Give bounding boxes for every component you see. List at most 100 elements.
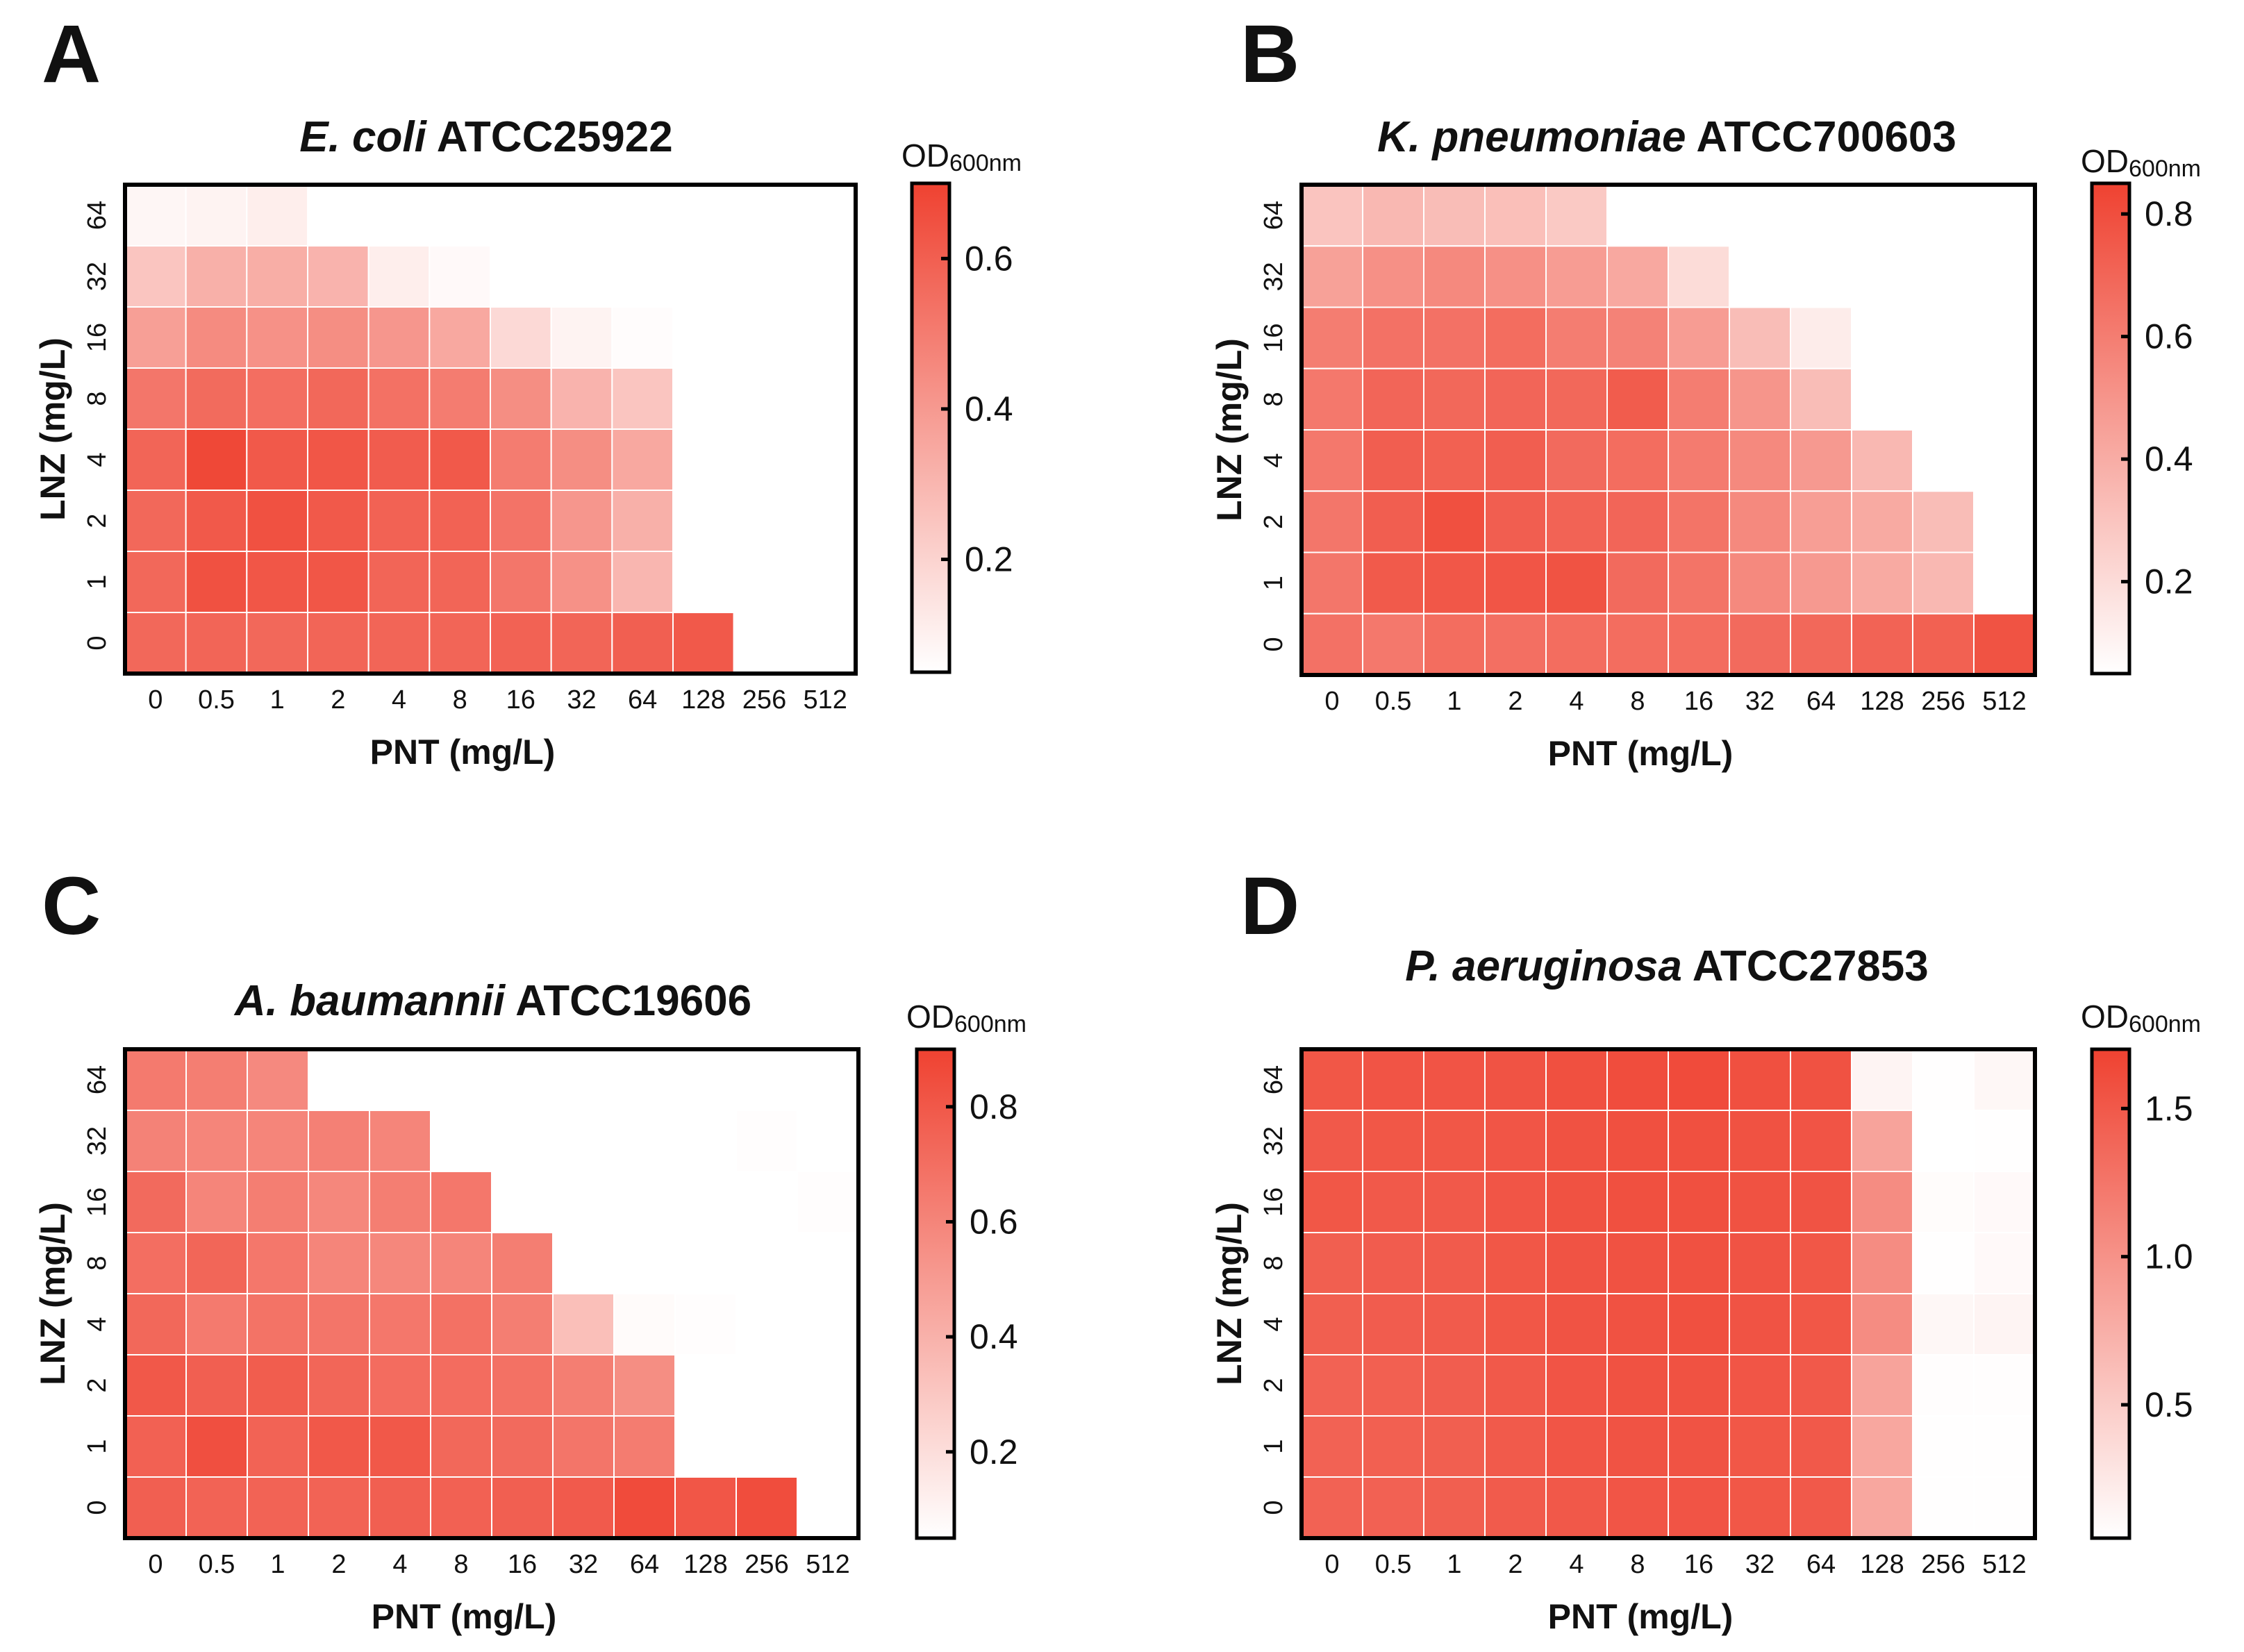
heatmap-cell (1484, 1476, 1547, 1539)
heatmap-cell (491, 1232, 554, 1294)
heatmap-cell (674, 1232, 737, 1294)
heatmap-cell (490, 184, 552, 247)
colorbar-label: OD600nm (901, 137, 1022, 176)
heatmap-cell (1484, 490, 1547, 553)
x-tick-label: 4 (392, 1550, 407, 1579)
heatmap-cell (367, 306, 431, 369)
heatmap-cell (1545, 612, 1608, 676)
x-tick-label: 32 (1745, 687, 1775, 716)
heatmap-cell (797, 1293, 859, 1355)
heatmap-cell (490, 612, 552, 674)
heatmap-cell (735, 1049, 798, 1111)
heatmap-cell (1729, 551, 1791, 615)
heatmap-cell (490, 428, 552, 491)
x-tick-label: 4 (1569, 687, 1584, 716)
heatmap-cell (1606, 1293, 1669, 1355)
colorbar-label-main: OD (901, 137, 949, 174)
colorbar-tick-label: 0.8 (2145, 194, 2193, 233)
colorbar: 0.2 0.4 0.6 OD600nm (901, 137, 1022, 674)
x-tick-label: 2 (1508, 687, 1522, 716)
heatmap-cell (1851, 1110, 1913, 1172)
heatmap-cell (185, 1110, 248, 1172)
heatmap-cell (550, 367, 613, 430)
heatmap-cell (1790, 184, 1852, 247)
heatmap-cell (1606, 1354, 1669, 1417)
heatmap-cell (430, 1049, 492, 1111)
heatmap-cell (1851, 1476, 1913, 1539)
heatmap-cell (552, 1049, 615, 1111)
x-axis-label: PNT (mg/L) (1548, 734, 1734, 773)
heatmap-cell (674, 1110, 737, 1172)
heatmap-cell (1545, 1049, 1608, 1111)
heatmap-cell (1851, 1049, 1913, 1111)
heatmap-cell (1606, 1110, 1669, 1172)
heatmap-cell (674, 1415, 737, 1478)
y-axis-label: LNZ (mg/L) (1210, 338, 1249, 522)
heatmap-cell (185, 1415, 248, 1478)
x-tick-label: 0.5 (1375, 687, 1412, 716)
heatmap-cell (1790, 367, 1852, 431)
heatmap-cell (794, 306, 856, 369)
y-tick-label: 2 (83, 1378, 112, 1392)
heatmap-cell (1606, 1415, 1669, 1478)
y-tick-label: 4 (83, 452, 112, 467)
heatmap-cell (1423, 429, 1486, 492)
heatmap-cell (1668, 1354, 1730, 1417)
heatmap-cell (1729, 1171, 1791, 1233)
heatmap-cell (1790, 306, 1852, 369)
heatmap-cell (490, 367, 552, 430)
heatmap-cell (429, 612, 492, 674)
heatmap-cell (308, 1171, 370, 1233)
heatmap-cell (185, 184, 248, 247)
heatmap-cell (1973, 1049, 2036, 1111)
heatmap-cell (1973, 1110, 2036, 1172)
heatmap-cell (1362, 1476, 1424, 1539)
heatmap-cell (1851, 184, 1913, 247)
heatmap-cell (1484, 1415, 1547, 1478)
heatmap-cell (1362, 184, 1424, 247)
heatmap-cell (1484, 367, 1547, 431)
y-tick-label: 1 (1259, 576, 1288, 590)
heatmap-cell (1729, 367, 1791, 431)
heatmap-cell (369, 1415, 431, 1478)
heatmap-cell (491, 1049, 554, 1111)
colorbar-tick-label: 0.8 (970, 1087, 1018, 1126)
x-tick-label: 512 (806, 1550, 849, 1579)
x-tick-label: 4 (1569, 1550, 1584, 1579)
heatmap-cell (124, 1354, 187, 1417)
heatmap-cell (794, 490, 856, 552)
heatmap-cell (185, 551, 248, 613)
y-tick-label: 4 (1259, 1317, 1288, 1331)
heatmap-cell (797, 1171, 859, 1233)
heatmap-cell (1545, 245, 1608, 308)
heatmap-cell (733, 306, 796, 369)
heatmap-cell (1545, 1415, 1608, 1478)
y-tick-label: 16 (1259, 1187, 1288, 1217)
heatmap-cell (247, 1415, 309, 1478)
heatmap-cell (367, 428, 431, 491)
y-tick-label: 2 (1259, 515, 1288, 529)
colorbar-tick-label: 0.4 (2145, 440, 2193, 478)
x-tick-label: 256 (1921, 1550, 1965, 1579)
y-tick-label: 0 (83, 635, 112, 650)
heatmap-cell (1973, 1171, 2036, 1233)
y-axis-label: LNZ (mg/L) (33, 1202, 72, 1385)
heatmap-cell (429, 551, 492, 613)
heatmap-cell (552, 1415, 615, 1478)
heatmap-cell (1729, 612, 1791, 676)
heatmap-cell (794, 612, 856, 674)
heatmap-cell (1668, 367, 1730, 431)
heatmap-cell (1973, 306, 2036, 369)
heatmap-cell (1423, 490, 1486, 553)
heatmap-cell (124, 612, 187, 674)
heatmap-cell (1423, 1110, 1486, 1172)
colorbar-label-main: OD (906, 999, 954, 1035)
heatmap-cell (1851, 1232, 1913, 1294)
heatmap-cell (1790, 1293, 1852, 1355)
heatmap-cell (733, 184, 796, 247)
x-tick-label: 0 (148, 685, 163, 715)
heatmap-cell (124, 1110, 187, 1172)
heatmap-cell (124, 1232, 187, 1294)
colorbar-label: OD600nm (2081, 999, 2201, 1037)
